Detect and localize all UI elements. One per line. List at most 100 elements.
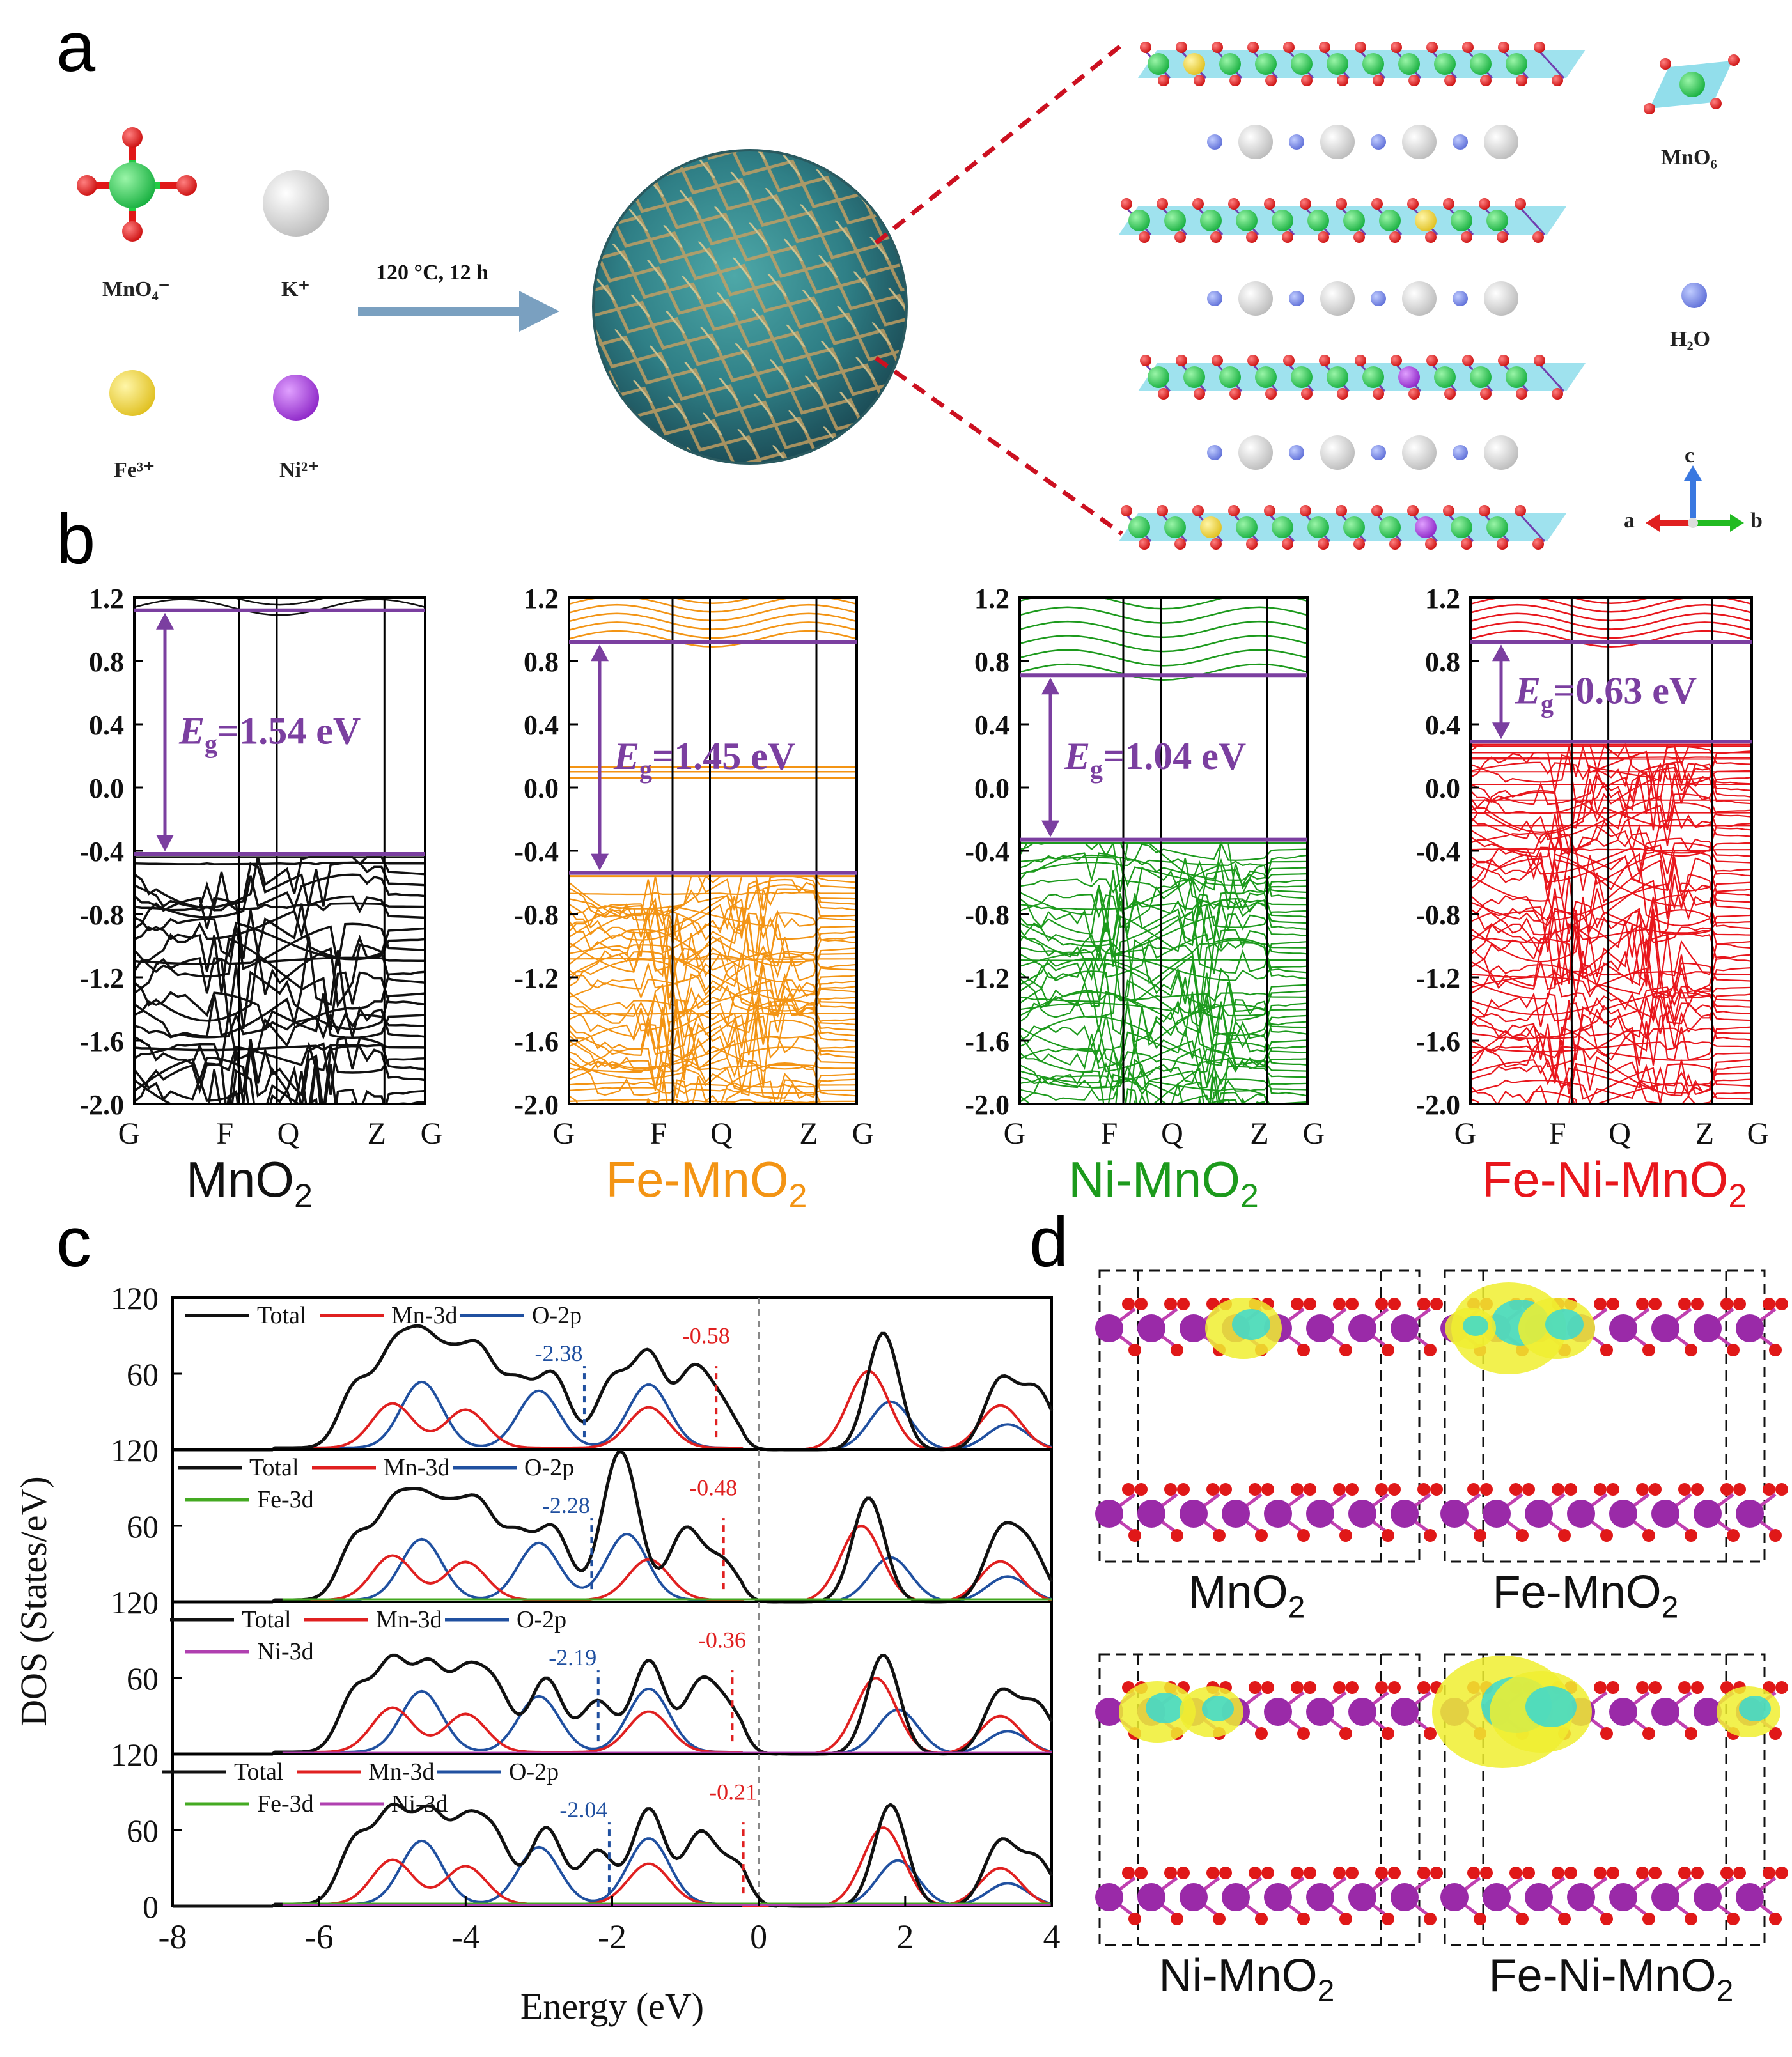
band-title-4-sub: 2 bbox=[1728, 1177, 1747, 1215]
ytick-label: 1.2 bbox=[524, 583, 559, 614]
ytick-label: -0.8 bbox=[514, 899, 559, 931]
ni-ion-icon bbox=[273, 375, 319, 421]
valence-band bbox=[1020, 958, 1307, 1013]
valence-band bbox=[1020, 1064, 1307, 1089]
mn-atom bbox=[1137, 1314, 1165, 1342]
dos-series-total bbox=[173, 1324, 1054, 1452]
dos-ytick-label: 120 bbox=[111, 1432, 159, 1468]
oxygen-atom bbox=[1391, 355, 1402, 366]
oxygen-atom bbox=[1135, 1867, 1148, 1879]
oxygen-atom bbox=[1426, 42, 1438, 53]
ni-atom bbox=[1415, 516, 1437, 538]
ytick-label: 0.0 bbox=[1425, 773, 1460, 804]
oxygen-atom bbox=[1371, 505, 1383, 516]
mn-atom bbox=[1164, 210, 1186, 231]
oxygen-atom bbox=[1480, 1483, 1493, 1496]
mn-atom bbox=[1236, 210, 1258, 231]
oxygen-atom bbox=[1691, 1483, 1704, 1496]
mn-atom bbox=[1506, 366, 1527, 388]
conduction-band bbox=[569, 612, 857, 630]
mn-atom bbox=[1272, 516, 1293, 538]
valence-band bbox=[1020, 938, 1307, 1007]
valence-band bbox=[1470, 818, 1752, 855]
ytick-label: -0.4 bbox=[514, 836, 559, 867]
oxygen-atom bbox=[1375, 1298, 1388, 1310]
potassium-ion bbox=[1402, 281, 1437, 316]
oxygen-atom bbox=[1346, 1483, 1359, 1496]
conduction-band bbox=[1470, 598, 1752, 613]
conduction-band bbox=[134, 598, 425, 616]
legend-label: Mn-3d bbox=[384, 1454, 449, 1481]
oxygen-atom bbox=[1304, 1681, 1316, 1694]
valence-band bbox=[134, 897, 425, 961]
o2p-center-label: -2.04 bbox=[559, 1797, 607, 1822]
oxygen-atom bbox=[1213, 1529, 1226, 1542]
ytick-label: -0.8 bbox=[965, 899, 1009, 931]
oxygen-atom bbox=[1122, 1867, 1135, 1879]
oxygen-atom bbox=[1720, 1681, 1733, 1694]
valence-band bbox=[1020, 998, 1307, 1071]
valence-band bbox=[1020, 1070, 1307, 1104]
oxygen-atom bbox=[1480, 75, 1492, 86]
oxygen-atom bbox=[1264, 505, 1275, 516]
oxygen-atom bbox=[1206, 1483, 1219, 1496]
oxygen-atom bbox=[1249, 1681, 1261, 1694]
gap-arrow-head bbox=[1492, 644, 1510, 662]
band-gap-label: Eg=1.54 eV bbox=[178, 710, 361, 758]
valence-band bbox=[134, 895, 425, 940]
oxygen-atom bbox=[1229, 388, 1241, 400]
dos-series-mn-3d bbox=[173, 1370, 1052, 1451]
oxygen-atom bbox=[1171, 1344, 1183, 1356]
oxygen-atom bbox=[1594, 1298, 1607, 1310]
ytick-label: 1.2 bbox=[1425, 583, 1460, 614]
oxygen-atom bbox=[1461, 538, 1472, 550]
band-plot-3: G F Q Z G 1.2 0.8 0.4 0.0 -0.4 -0.8 -1.2 -1.6 -2.0 Eg=… bbox=[965, 583, 1325, 1151]
ytick-label: 0.4 bbox=[1425, 710, 1460, 741]
conduction-band bbox=[1020, 598, 1307, 610]
valence-band bbox=[134, 943, 425, 1022]
oxygen-atom bbox=[1391, 42, 1402, 53]
bond-line bbox=[1537, 49, 1565, 79]
oxygen-atom bbox=[1480, 388, 1492, 400]
conduction-band bbox=[1020, 620, 1307, 639]
oxygen-atom bbox=[1171, 1913, 1183, 1925]
conduction-band bbox=[569, 603, 857, 622]
oxygen-atom bbox=[1534, 355, 1545, 366]
oxygen-atom bbox=[1164, 1298, 1177, 1310]
oxygen-atom bbox=[1333, 1867, 1346, 1879]
ytick-label: 0.8 bbox=[524, 646, 559, 678]
oxygen-atom bbox=[1388, 1867, 1401, 1879]
valence-band bbox=[1020, 1078, 1307, 1101]
oxygen-atom bbox=[1265, 75, 1277, 86]
mn-atom bbox=[1180, 1314, 1208, 1342]
valence-band bbox=[226, 1089, 386, 1104]
legend-label: O-2p bbox=[524, 1454, 574, 1481]
oxygen-atom bbox=[1282, 231, 1293, 243]
oxygen-atom bbox=[1164, 1867, 1177, 1879]
mn-atom bbox=[1222, 1883, 1250, 1911]
charge-isosurface-cyan bbox=[1232, 1309, 1270, 1340]
water-molecule bbox=[1207, 291, 1222, 306]
kpoint-label: Q bbox=[277, 1117, 300, 1151]
mn-atom bbox=[1180, 1883, 1208, 1911]
fe-atom bbox=[1183, 53, 1205, 75]
ytick-label: -1.6 bbox=[1415, 1026, 1460, 1057]
oxygen-atom bbox=[1552, 1483, 1564, 1496]
bond-line bbox=[1518, 205, 1546, 236]
valence-band bbox=[1138, 1092, 1271, 1104]
zoom-line-bottom bbox=[874, 356, 1124, 536]
valence-band bbox=[1470, 1001, 1752, 1039]
mn-atom bbox=[1137, 1883, 1165, 1911]
oxygen-atom bbox=[1720, 1298, 1733, 1310]
oxygen-atom bbox=[1461, 231, 1472, 243]
d-label-4-name: Fe-Ni-MnO bbox=[1488, 1950, 1717, 2001]
legend-label: Ni-3d bbox=[257, 1638, 314, 1665]
band-title-1-sub: 2 bbox=[294, 1177, 313, 1215]
valence-band bbox=[1470, 858, 1752, 907]
valence-band bbox=[134, 917, 425, 961]
oxygen-atom bbox=[1301, 75, 1313, 86]
conduction-band bbox=[569, 630, 857, 648]
dos-xtick-label: -6 bbox=[305, 1918, 334, 1956]
valence-band bbox=[1470, 857, 1752, 936]
oxygen-atom bbox=[1564, 1867, 1577, 1879]
